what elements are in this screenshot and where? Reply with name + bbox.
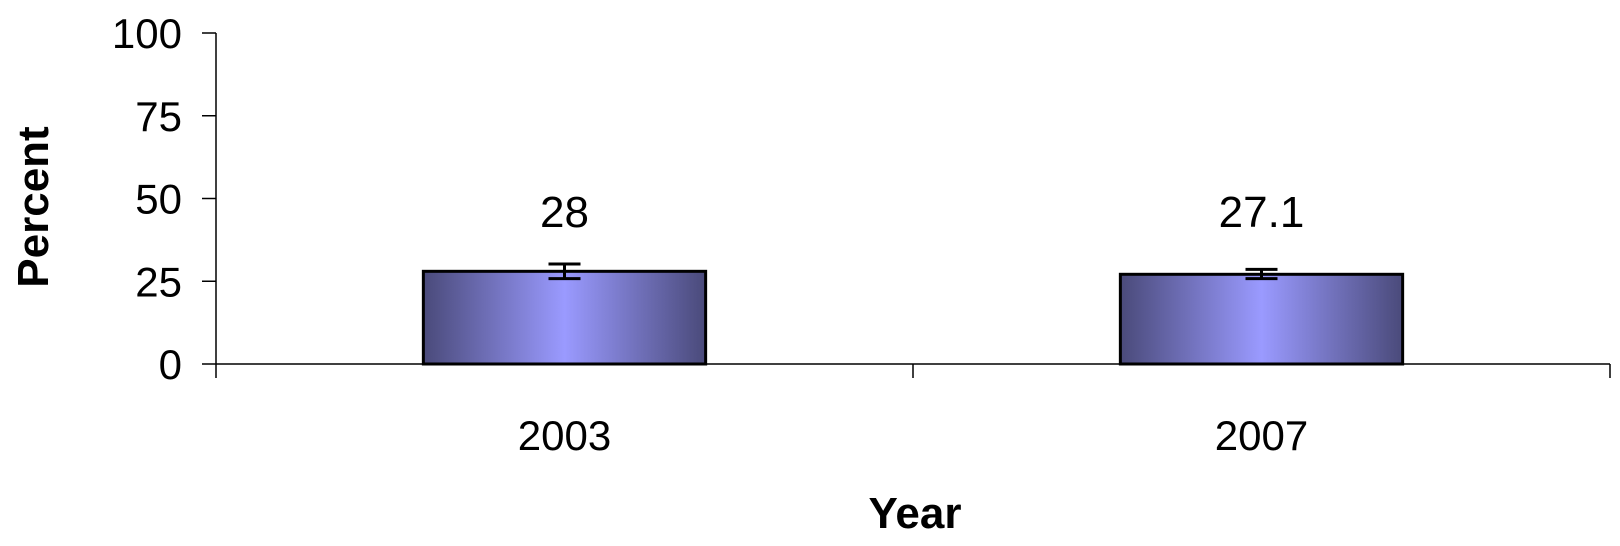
bars (421, 262, 1405, 366)
x-axis-title: Year (869, 489, 962, 538)
y-tick-label: 50 (135, 176, 182, 223)
bar (421, 269, 708, 366)
data-label: 28 (540, 188, 589, 237)
y-tick-label: 25 (135, 258, 182, 305)
y-tick-label: 75 (135, 93, 182, 140)
x-tick-label: 2003 (518, 412, 611, 459)
y-tick-label: 100 (112, 10, 182, 57)
y-tick-label: 0 (159, 341, 182, 388)
labels: 28 2003 27.1 2007 (518, 188, 1308, 459)
data-label: 27.1 (1219, 188, 1305, 237)
axes: 0 25 50 75 100 (112, 10, 1611, 388)
bar (1118, 272, 1405, 366)
x-tick-label: 2007 (1215, 412, 1308, 459)
y-axis-title: Percent (9, 126, 58, 288)
